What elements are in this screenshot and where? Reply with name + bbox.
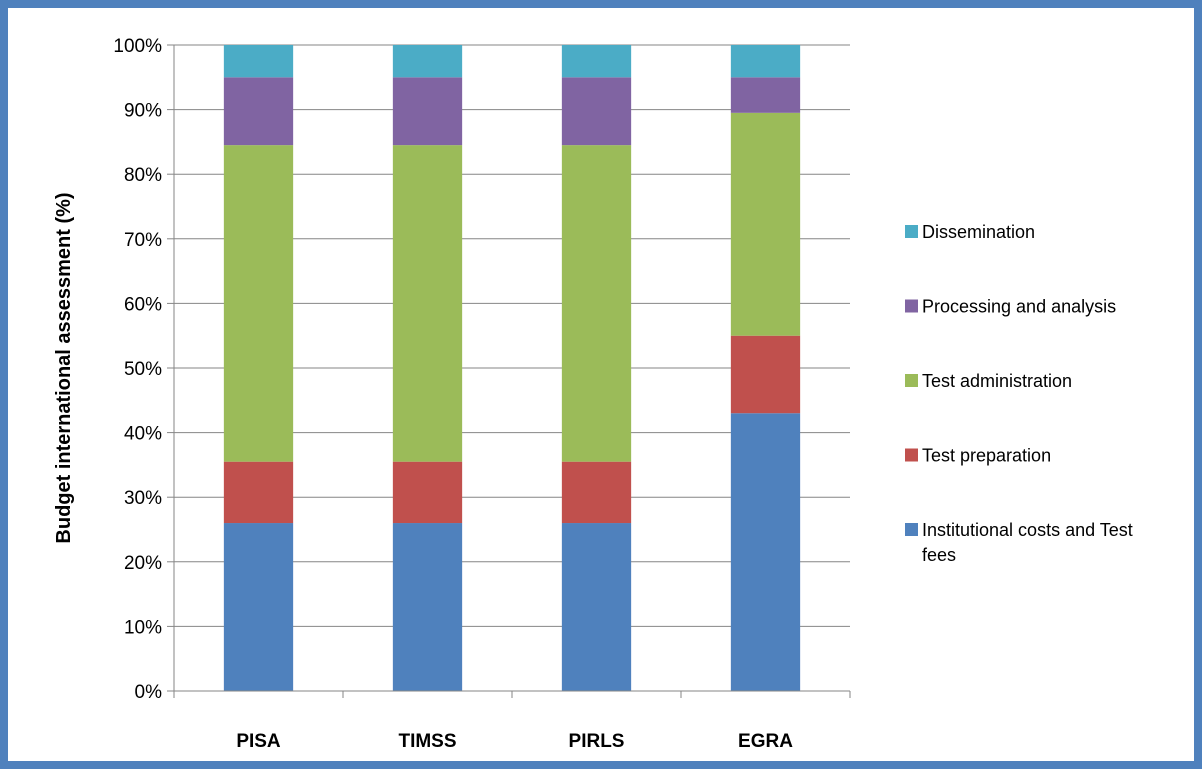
legend-item: Dissemination: [905, 222, 1035, 242]
bar-segment-timss-test-preparation: [392, 461, 463, 524]
bar-segment-egra-processing-and-analysis: [730, 77, 801, 113]
x-tick-label: PISA: [236, 731, 281, 752]
y-tick-label: 60%: [124, 294, 162, 315]
bar-segment-timss-test-administration: [392, 145, 463, 462]
legend-swatch: [905, 523, 918, 536]
legend-item: Test preparation: [905, 446, 1051, 466]
x-tick-labels: PISA TIMSS PIRLS EGRA: [236, 731, 793, 752]
bar-segment-pisa-test-administration: [223, 145, 294, 462]
bar-segment-egra-test-administration: [730, 112, 801, 336]
y-tick-label: 100%: [113, 36, 162, 57]
y-tick-label: 50%: [124, 359, 162, 380]
bar-segment-pisa-institutional-costs-and-test-fees: [223, 523, 294, 691]
bar-segment-pisa-dissemination: [223, 45, 294, 78]
bar-segment-egra-dissemination: [730, 45, 801, 78]
legend-swatch: [905, 374, 918, 387]
bar-segment-pirls-processing-and-analysis: [561, 77, 632, 146]
y-axis-label: Budget international assessment (%): [53, 192, 75, 543]
y-tick-labels: 0% 10% 20% 30% 40% 50% 60% 70% 80% 90% 100%: [113, 36, 162, 703]
x-tick-label: TIMSS: [398, 731, 456, 752]
legend-item: Processing and analysis: [905, 297, 1116, 317]
y-tick-label: 70%: [124, 230, 162, 251]
y-tick-label: 30%: [124, 488, 162, 509]
legend: Dissemination Processing and analysis Test…: [905, 222, 1133, 565]
y-tick-label: 40%: [124, 424, 162, 445]
y-tick-label: 0%: [135, 682, 163, 703]
legend-label: Processing and analysis: [922, 297, 1116, 317]
axes: [173, 45, 851, 698]
bar-stacks: [223, 45, 801, 691]
legend-label: Test administration: [922, 371, 1072, 391]
bar-segment-pisa-processing-and-analysis: [223, 77, 294, 146]
bar-segment-pirls-test-administration: [561, 145, 632, 462]
bar-segment-timss-processing-and-analysis: [392, 77, 463, 146]
legend-label: Test preparation: [922, 446, 1051, 466]
legend-label: Institutional costs and Test: [922, 520, 1133, 540]
bar-segment-egra-test-preparation: [730, 335, 801, 414]
legend-item: Institutional costs and Test fees: [905, 520, 1133, 565]
bar-segment-timss-institutional-costs-and-test-fees: [392, 523, 463, 691]
legend-label: fees: [922, 545, 956, 565]
bar-segment-pirls-dissemination: [561, 45, 632, 78]
y-tick-label: 10%: [124, 617, 162, 638]
legend-swatch: [905, 299, 918, 313]
bar-segment-timss-dissemination: [392, 45, 463, 78]
bar-segment-pirls-test-preparation: [561, 461, 632, 524]
bar-segment-egra-institutional-costs-and-test-fees: [730, 413, 801, 691]
y-tick-label: 20%: [124, 553, 162, 574]
bar-segment-pirls-institutional-costs-and-test-fees: [561, 523, 632, 691]
x-tick-label: PIRLS: [569, 731, 625, 752]
legend-swatch: [905, 225, 918, 238]
bar-segment-pisa-test-preparation: [223, 461, 294, 524]
y-tick-label: 90%: [124, 101, 162, 122]
legend-swatch: [905, 448, 918, 462]
x-tick-label: EGRA: [738, 731, 793, 752]
y-tick-label: 80%: [124, 165, 162, 186]
legend-item: Test administration: [905, 371, 1072, 391]
legend-label: Dissemination: [922, 222, 1035, 242]
